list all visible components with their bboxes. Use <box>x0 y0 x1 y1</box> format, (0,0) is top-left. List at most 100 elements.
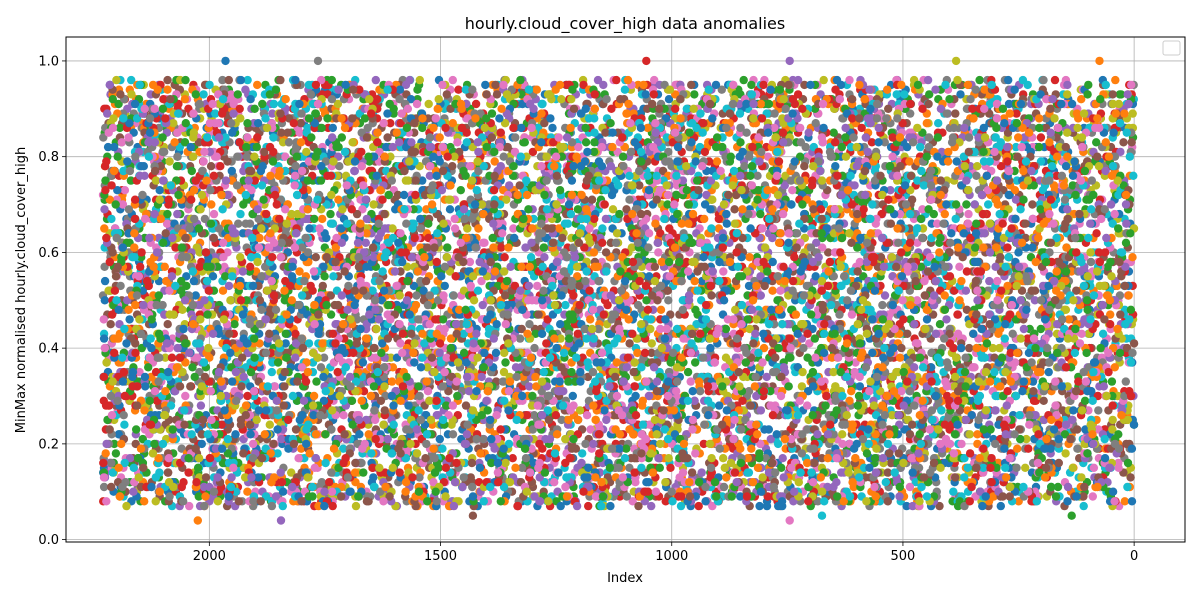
scatter-point <box>1079 501 1088 511</box>
scatter-point <box>984 200 993 209</box>
scatter-point <box>361 238 370 247</box>
scatter-point <box>608 205 618 214</box>
scatter-point <box>584 501 593 511</box>
scatter-point <box>241 401 251 410</box>
scatter-point <box>922 119 931 128</box>
scatter-point <box>129 463 138 472</box>
scatter-point <box>207 200 216 209</box>
scatter-point <box>163 320 172 329</box>
scatter-point <box>736 492 745 501</box>
scatter-point <box>557 95 566 104</box>
scatter-point <box>548 123 557 133</box>
scatter-point <box>947 229 956 238</box>
scatter-point <box>712 157 722 166</box>
scatter-point <box>1019 324 1029 334</box>
scatter-point <box>120 186 130 195</box>
scatter-point <box>973 162 982 171</box>
scatter-point <box>965 430 974 439</box>
scatter-point <box>311 253 320 262</box>
scatter-point <box>1053 482 1063 492</box>
scatter-point <box>756 406 766 415</box>
scatter-point <box>199 157 208 166</box>
scatter-point <box>701 497 710 506</box>
scatter-point <box>762 372 771 382</box>
chart-title: hourly.cloud_cover_high data anomalies <box>465 14 785 34</box>
scatter-point <box>957 439 966 449</box>
scatter-point <box>886 186 895 195</box>
scatter-point <box>189 276 199 286</box>
scatter-point <box>115 123 125 133</box>
scatter-point <box>318 214 327 224</box>
scatter-point <box>657 257 666 267</box>
scatter-point <box>310 214 319 224</box>
scatter-point <box>755 501 764 511</box>
scatter-point <box>511 363 521 372</box>
scatter-point <box>600 406 609 415</box>
scatter-point <box>1088 492 1098 501</box>
scatter-point <box>1121 377 1131 386</box>
scatter-point <box>364 430 373 439</box>
scatter-point <box>666 463 675 472</box>
scatter-point <box>135 367 144 377</box>
scatter-point <box>389 401 398 410</box>
scatter-point <box>152 248 162 257</box>
scatter-point <box>581 439 590 449</box>
scatter-point <box>878 300 887 310</box>
scatter-point <box>883 497 892 506</box>
scatter-point <box>1061 449 1070 458</box>
scatter-point <box>465 243 474 252</box>
scatter-point <box>1063 90 1072 99</box>
scatter-point <box>468 482 477 492</box>
scatter-point <box>683 367 693 377</box>
scatter-point <box>923 75 933 85</box>
scatter-point <box>819 75 828 85</box>
scatter-point <box>1036 133 1046 142</box>
scatter-point <box>1012 463 1021 472</box>
scatter-point <box>440 281 449 291</box>
scatter-point <box>216 162 225 171</box>
scatter-point <box>772 430 781 439</box>
scatter-point <box>768 286 777 295</box>
scatter-point <box>824 248 833 257</box>
scatter-point <box>432 257 441 267</box>
scatter-point <box>845 75 854 85</box>
scatter-point <box>371 75 380 85</box>
scatter-point <box>326 209 335 219</box>
scatter-point <box>1073 444 1082 453</box>
scatter-point <box>350 166 359 176</box>
scatter-point <box>508 454 517 463</box>
scatter-point <box>161 353 170 362</box>
scatter-point <box>575 406 585 415</box>
scatter-point <box>721 353 731 362</box>
scatter-point <box>747 80 756 90</box>
scatter-point <box>820 497 829 506</box>
scatter-point <box>818 243 827 252</box>
scatter-points <box>98 56 1139 525</box>
scatter-point <box>269 133 278 142</box>
scatter-point <box>797 382 807 391</box>
scatter-point <box>164 468 173 477</box>
scatter-point <box>438 444 447 453</box>
scatter-point <box>165 157 174 166</box>
scatter-point <box>410 339 419 348</box>
scatter-point <box>951 214 960 224</box>
scatter-point <box>962 200 971 209</box>
scatter-point <box>230 320 239 329</box>
scatter-point <box>1016 205 1025 214</box>
scatter-point <box>838 439 847 449</box>
scatter-point <box>125 315 134 324</box>
scatter-point <box>1003 243 1012 252</box>
scatter-point <box>106 320 115 329</box>
scatter-point <box>513 501 522 511</box>
scatter-point <box>654 248 663 257</box>
scatter-point <box>521 243 530 252</box>
scatter-point <box>736 138 745 147</box>
scatter-point <box>199 90 208 99</box>
scatter-point <box>481 80 490 90</box>
scatter-point <box>880 291 890 300</box>
scatter-point <box>1016 296 1025 305</box>
scatter-point <box>975 75 984 85</box>
scatter-point <box>587 195 597 204</box>
scatter-point <box>561 300 570 310</box>
